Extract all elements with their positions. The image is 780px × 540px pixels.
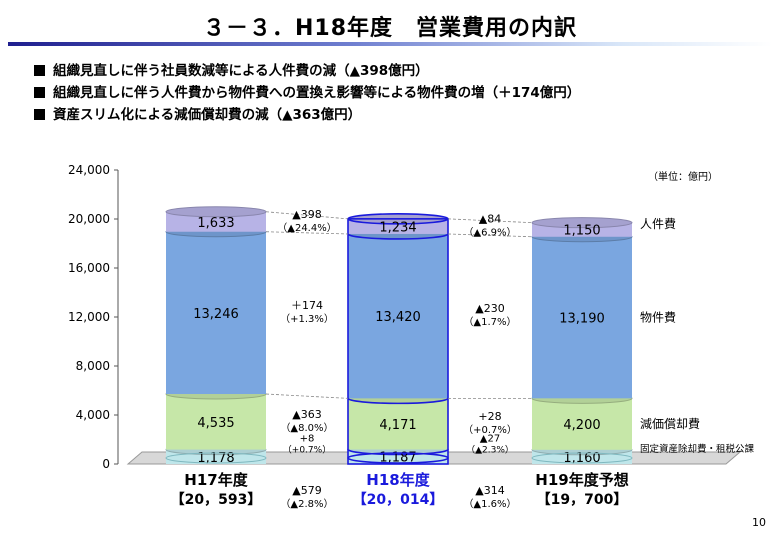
change-percent: （+0.7%） [283,445,331,456]
connector-line [447,233,533,238]
data-label: 1,178 [197,451,234,466]
bar-base-ellipse [165,452,267,464]
change-amount: ▲398 [292,208,321,221]
change-percent: （▲24.4%） [277,222,336,234]
category-total: 【19，700】 [537,492,628,508]
bar-base-ellipse [347,452,449,464]
y-tick-label: 4,000 [76,408,110,422]
change-percent: （▲2.8%） [280,498,333,510]
highlight-outline [347,218,449,465]
y-tick-label: 8,000 [76,359,110,373]
bar-segment [532,398,632,450]
page-number: 10 [752,516,766,529]
bar-segment [348,398,448,450]
data-label: 1,187 [379,451,416,466]
change-amount: ▲230 [475,302,504,315]
change-percent: （▲2.3%） [466,444,514,455]
bar-segment [532,236,632,399]
square-bullet-icon [34,65,45,76]
data-label: 13,420 [375,310,421,325]
square-bullet-icon [34,109,45,120]
data-label: 1,150 [563,224,600,239]
data-label: 1,633 [197,216,234,231]
change-percent: （▲1.6%） [463,498,516,510]
data-label: 13,246 [193,307,239,322]
change-amount: ▲27 [480,433,500,444]
data-label: 4,200 [563,418,600,433]
y-tick-label: 24,000 [68,163,110,177]
change-percent: （+0.7%） [463,424,517,436]
y-tick-label: 0 [102,457,110,471]
y-tick-label: 12,000 [68,310,110,324]
connector-line [265,393,349,399]
change-amount: ▲579 [292,484,321,497]
y-tick-label: 16,000 [68,261,110,275]
bar-segment-top [531,217,633,229]
data-label: 1,160 [563,451,600,466]
category-label: H18年度 [366,471,430,489]
category-label: H19年度予想 [535,471,628,489]
change-amount: +8 [300,434,315,445]
bar-segment [166,211,266,232]
page-title: ３－３．H18年度 営業費用の内訳 [202,16,578,41]
change-percent: （+1.3%） [280,313,334,325]
change-amount: ＋174 [291,299,323,312]
series-legend-label: 人件費 [640,216,676,231]
bar-segment [348,233,448,399]
category-total: 【20，593】 [171,492,262,508]
bullet-text: 資産スリム化による減価償却費の減（▲363億円） [53,107,362,123]
bullet-text: 組織見直しに伴う人件費から物件費への置換え影響等による物件費の増（＋174億円） [53,85,581,101]
data-label: 13,190 [559,312,605,327]
bullet-list: 組織見直しに伴う社員数減等による人件費の減（▲398億円） 組織見直しに伴う人件… [34,60,580,126]
connector-line [265,211,349,220]
connector-line [265,231,349,235]
bar-segment [166,231,266,395]
square-bullet-icon [34,87,45,98]
change-amount: ▲363 [292,408,321,421]
series-legend-label: 固定資産除却費・租税公課 [640,443,755,455]
category-label: H17年度 [184,471,248,489]
data-label: 1,234 [379,220,416,235]
change-amount: ▲314 [475,484,504,497]
series-legend-label: 減価償却費 [640,416,700,431]
bar-segment [166,394,266,450]
title-rule [8,42,772,46]
connector-line [447,218,533,224]
bullet-text: 組織見直しに伴う社員数減等による人件費の減（▲398億円） [53,63,429,79]
series-legend-label: 物件費 [640,310,676,325]
change-percent: （▲6.9%） [463,226,516,238]
bullet-item: 組織見直しに伴う人件費から物件費への置換え影響等による物件費の増（＋174億円） [34,82,580,104]
data-label: 4,535 [197,416,234,431]
bar-base-ellipse [531,452,633,464]
change-amount: +28 [478,410,501,423]
bullet-item: 組織見直しに伴う社員数減等による人件費の減（▲398億円） [34,60,580,82]
change-percent: （▲8.0%） [280,422,333,434]
unit-label: （単位：億円） [648,170,718,183]
data-label: 4,171 [379,418,416,433]
category-total: 【20，014】 [353,492,444,508]
change-amount: ▲84 [479,212,501,225]
y-tick-label: 20,000 [68,212,110,226]
change-percent: （▲1.7%） [463,316,516,328]
bullet-item: 資産スリム化による減価償却費の減（▲363億円） [34,104,580,126]
